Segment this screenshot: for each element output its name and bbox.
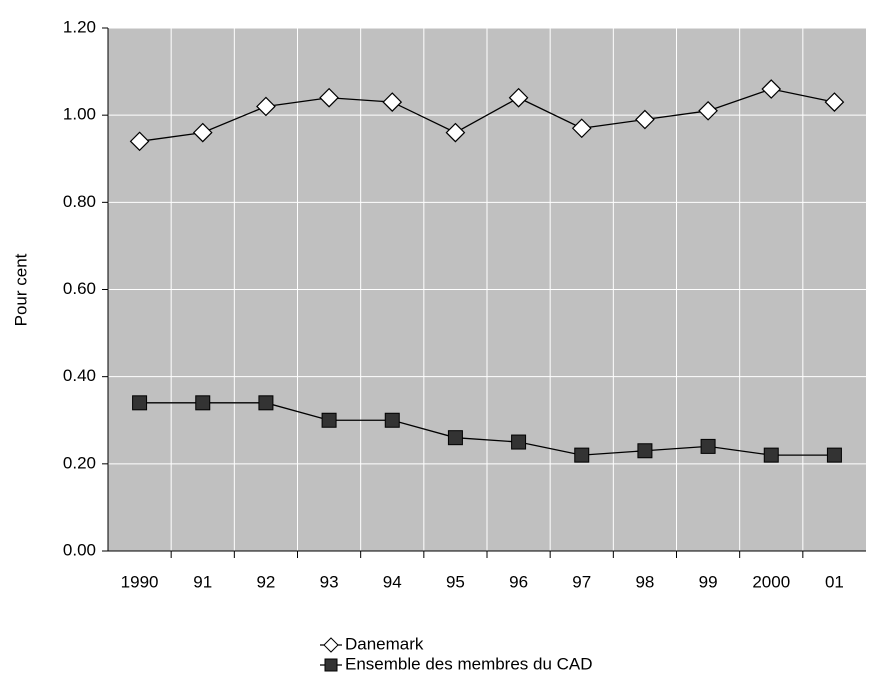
data-point bbox=[447, 430, 463, 446]
data-point bbox=[508, 87, 529, 108]
x-tick-label: 98 bbox=[635, 572, 654, 591]
data-point bbox=[511, 434, 527, 450]
data-point bbox=[445, 122, 466, 143]
data-point bbox=[195, 395, 211, 411]
x-tick-label: 94 bbox=[383, 572, 402, 591]
data-point bbox=[132, 395, 148, 411]
y-tick-label: 0.60 bbox=[63, 279, 96, 298]
data-point bbox=[129, 131, 150, 152]
data-point bbox=[192, 122, 213, 143]
data-point bbox=[826, 447, 842, 463]
y-tick-label: 1.00 bbox=[63, 105, 96, 124]
y-tick-label: 1.20 bbox=[63, 17, 96, 36]
data-point bbox=[321, 412, 337, 428]
legend-marker bbox=[323, 637, 339, 653]
data-point bbox=[761, 79, 782, 99]
y-tick-label: 0.40 bbox=[63, 366, 96, 385]
data-point bbox=[384, 412, 400, 428]
legend-label: Danemark bbox=[345, 634, 424, 653]
y-tick-label: 0.00 bbox=[63, 540, 96, 559]
series-line bbox=[139, 402, 835, 456]
data-point bbox=[256, 96, 276, 117]
data-point bbox=[824, 92, 845, 112]
data-point bbox=[637, 443, 653, 459]
x-tick-label: 91 bbox=[193, 572, 212, 591]
legend-label: Ensemble des membres du CAD bbox=[345, 654, 593, 673]
x-tick-label: 1990 bbox=[121, 572, 159, 591]
data-point bbox=[258, 395, 274, 411]
y-axis-label: Pour cent bbox=[11, 253, 30, 326]
data-point bbox=[571, 118, 592, 139]
x-tick-label: 2000 bbox=[752, 572, 790, 591]
data-point bbox=[763, 447, 779, 463]
x-tick-label: 97 bbox=[572, 572, 591, 591]
y-tick-label: 0.80 bbox=[63, 192, 96, 211]
data-point bbox=[700, 438, 716, 454]
data-point bbox=[635, 109, 655, 130]
x-tick-label: 92 bbox=[256, 572, 275, 591]
x-tick-label: 95 bbox=[446, 572, 465, 591]
x-tick-label: 01 bbox=[825, 572, 844, 591]
legend-marker bbox=[324, 658, 338, 672]
x-tick-label: 96 bbox=[509, 572, 528, 591]
data-point bbox=[319, 87, 339, 108]
data-point bbox=[698, 100, 718, 121]
x-tick-label: 99 bbox=[699, 572, 718, 591]
y-tick-label: 0.20 bbox=[63, 453, 96, 472]
data-point bbox=[382, 92, 403, 112]
x-tick-label: 93 bbox=[320, 572, 339, 591]
data-point bbox=[574, 447, 590, 463]
series-line bbox=[139, 88, 835, 142]
